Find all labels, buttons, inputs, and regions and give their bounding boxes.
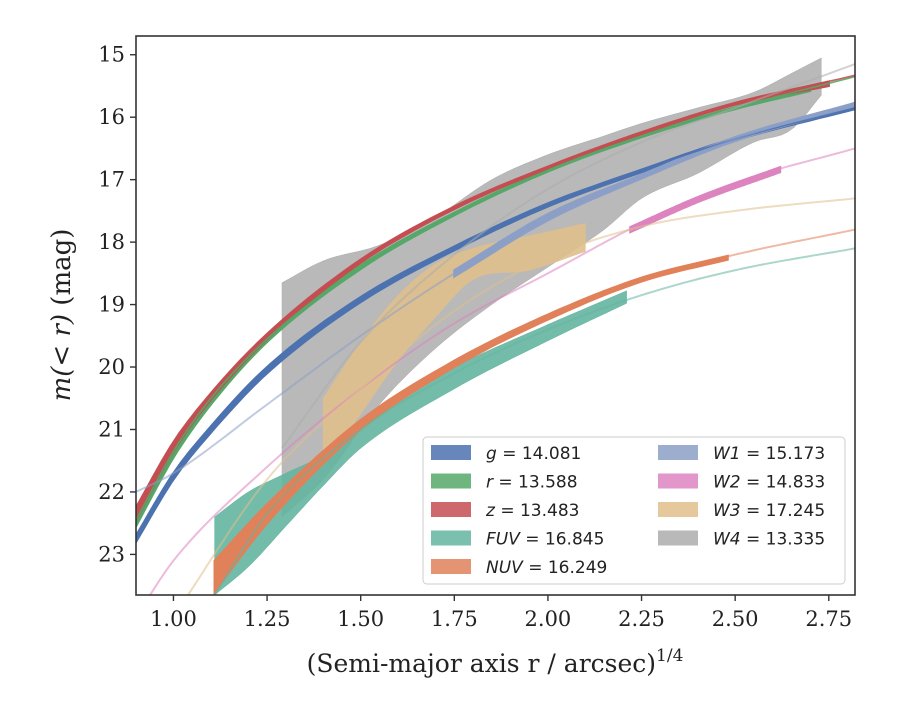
legend-swatch-nuv [431, 559, 471, 574]
legend-label-w3: W3 = 17.245 [713, 501, 825, 521]
x-axis-ticks: 1.00 1.25 1.50 1.75 2.00 2.25 2.50 2.75 [150, 595, 852, 631]
band-r [136, 87, 812, 527]
legend-swatch-w2 [658, 473, 698, 489]
legend-swatch-w1 [658, 445, 698, 460]
legend-label-w1: W1 = 15.173 [713, 444, 825, 464]
y-axis-label-unit: (mag) [47, 229, 77, 314]
fit-line-z [136, 74, 855, 512]
band-g [136, 105, 855, 545]
legend-swatch-w3 [658, 502, 698, 517]
fit-line-w3 [186, 197, 855, 595]
fit-line-nuv [213, 228, 855, 575]
band-w1 [453, 101, 855, 279]
legend-swatch-r [431, 473, 471, 489]
fit-line-w4 [281, 63, 855, 449]
x-tick-label: 1.75 [431, 607, 478, 631]
fit-line-w2 [148, 147, 855, 595]
band-nuv [213, 254, 729, 595]
x-tick-label: 2.75 [805, 607, 852, 631]
legend-label-z: z = 13.483 [485, 501, 579, 521]
y-tick-label: 18 [98, 230, 125, 254]
x-tick-label: 1.00 [150, 607, 197, 631]
band-z [136, 80, 830, 521]
legend-swatch-g [431, 445, 471, 460]
legend-swatch-z [431, 502, 471, 517]
legend-swatch-fuv [431, 530, 471, 546]
legend-label-nuv: NUV = 16.249 [486, 558, 607, 578]
fit-line-w1 [136, 103, 855, 493]
legend-label-w2: W2 = 14.833 [713, 473, 825, 493]
legend-box [422, 436, 846, 585]
y-tick-label: 15 [98, 43, 125, 67]
x-axis-label: (Semi-major axis r / arcsec)1/4 [307, 646, 684, 678]
fit-line-fuv [213, 247, 855, 595]
model-fit-lines [136, 63, 855, 595]
y-tick-label: 19 [98, 293, 125, 317]
y-tick-label: 23 [98, 542, 125, 566]
legend-label-w4: W4 = 13.335 [713, 530, 825, 550]
x-tick-label: 2.25 [618, 607, 665, 631]
legend-label-fuv: FUV = 16.845 [486, 530, 604, 550]
x-axis-label-exponent: 1/4 [656, 646, 683, 666]
x-tick-label: 2.50 [712, 607, 759, 631]
legend-label-r: r = 13.588 [486, 473, 578, 493]
band-w4 [281, 57, 822, 518]
y-axis-label: m(< r) (mag) [47, 229, 77, 402]
y-axis-ticks: 15 16 17 18 19 20 21 22 23 [98, 43, 136, 566]
y-tick-label: 16 [98, 105, 125, 129]
uncertainty-bands [136, 57, 855, 595]
y-tick-label: 21 [98, 417, 125, 441]
legend-swatch-w4 [658, 530, 698, 546]
x-tick-label: 1.50 [337, 607, 384, 631]
legend: g = 14.081 r = 13.588 z = 13.483 FUV = 16.8… [422, 436, 846, 585]
legend-label-g: g = 14.081 [486, 444, 581, 464]
plot-frame [135, 35, 856, 596]
x-tick-label: 2.00 [525, 607, 572, 631]
y-tick-label: 22 [98, 480, 125, 504]
y-tick-label: 17 [98, 168, 125, 192]
y-axis-label-symbol: m(< r) [47, 314, 77, 401]
x-tick-label: 1.25 [244, 607, 291, 631]
y-tick-label: 20 [98, 355, 125, 379]
